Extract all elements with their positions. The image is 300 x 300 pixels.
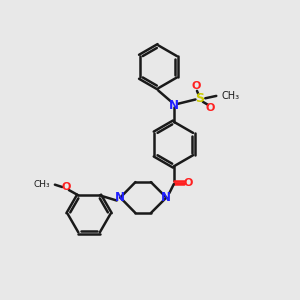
Text: N: N [161, 191, 171, 204]
Text: S: S [195, 92, 204, 105]
Text: N: N [169, 99, 179, 112]
Text: O: O [206, 103, 215, 113]
Text: O: O [61, 182, 70, 192]
Text: O: O [192, 81, 201, 92]
Text: N: N [115, 191, 125, 204]
Text: O: O [184, 178, 193, 188]
Text: CH₃: CH₃ [34, 180, 50, 189]
Text: CH₃: CH₃ [222, 91, 240, 101]
